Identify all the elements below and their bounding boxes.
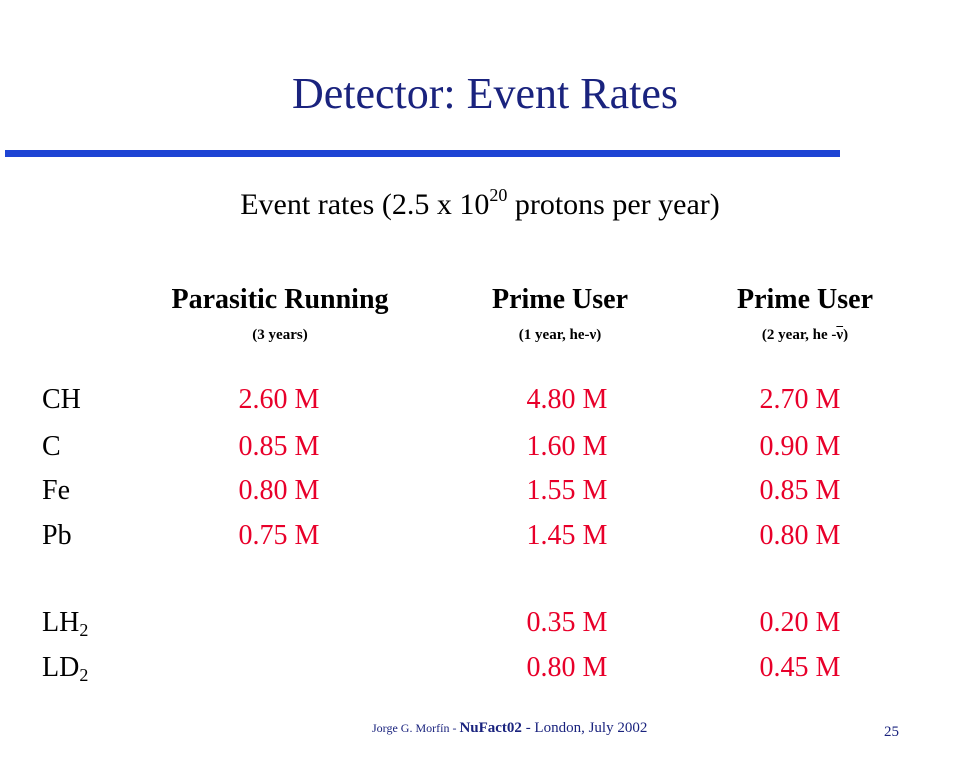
value-parasitic-pb: 0.75 M	[238, 520, 320, 551]
column-header-sub-text: (2 year, he -	[761, 327, 837, 343]
column-header-sub-text: (1 year, he-	[518, 327, 590, 343]
row-label-subscript: 2	[79, 665, 89, 685]
column-header-prime-user-2: Prime User (2 year, he -ν)	[655, 286, 955, 343]
value-parasitic-ch: 2.60 M	[238, 384, 320, 415]
value-prime2-c: 0.90 M	[759, 431, 841, 462]
value-prime2-ch: 2.70 M	[759, 384, 841, 415]
row-label-subscript: 2	[79, 620, 89, 640]
value-parasitic-c: 0.85 M	[238, 431, 320, 462]
column-header-name: Parasitic Running	[171, 284, 389, 315]
value-prime1-lh2: 0.35 M	[526, 607, 608, 638]
column-header-prime-user-1: Prime User (1 year, he-ν)	[410, 286, 710, 343]
row-label-pb: Pb	[42, 520, 72, 551]
subtitle-text-before: Event rates (2.5 x 10	[240, 188, 490, 221]
slide-title: Detector: Event Rates	[291, 69, 679, 118]
footer-author: Jorge G. Morfín -	[372, 721, 460, 735]
value-prime2-lh2: 0.20 M	[759, 607, 841, 638]
subtitle-text-after: protons per year)	[507, 188, 720, 221]
footer: Jorge G. Morfín - NuFact02 - London, Jul…	[372, 720, 647, 737]
value-prime2-ld2: 0.45 M	[759, 652, 841, 683]
value-prime1-pb: 1.45 M	[526, 520, 608, 551]
value-parasitic-fe: 0.80 M	[238, 475, 320, 506]
subtitle-exponent: 20	[489, 185, 508, 205]
value-prime1-fe: 1.55 M	[526, 475, 608, 506]
value-prime1-c: 1.60 M	[526, 431, 608, 462]
title-underline	[5, 150, 840, 157]
value-prime2-fe: 0.85 M	[759, 475, 841, 506]
row-label-text: LH	[42, 607, 80, 638]
row-label-c: C	[42, 431, 61, 462]
row-label-ch: CH	[42, 384, 81, 415]
footer-place: - London, July 2002	[521, 720, 648, 736]
column-header-sub: (2 year, he -ν)	[655, 328, 955, 343]
column-header-parasitic: Parasitic Running (3 years)	[130, 286, 430, 343]
row-label-text: LD	[42, 652, 80, 683]
column-header-name: Prime User	[736, 284, 874, 315]
column-header-sub: (3 years)	[252, 327, 308, 343]
footer-conference: NuFact02	[459, 720, 522, 736]
value-prime1-ld2: 0.80 M	[526, 652, 608, 683]
page-number: 25	[884, 724, 899, 740]
column-header-name: Prime User	[491, 284, 629, 315]
nu-symbol: ν	[589, 327, 597, 343]
row-label-lh2: LH2	[42, 607, 89, 640]
column-header-sub: (1 year, he-ν)	[410, 328, 710, 343]
row-label-fe: Fe	[42, 475, 70, 506]
row-label-ld2: LD2	[42, 652, 89, 685]
column-header-sub-close: )	[843, 327, 849, 343]
value-prime1-ch: 4.80 M	[526, 384, 608, 415]
nu-bar-symbol: ν	[836, 327, 844, 343]
value-prime2-pb: 0.80 M	[759, 520, 841, 551]
subtitle: Event rates (2.5 x 1020 protons per year…	[0, 186, 960, 221]
column-header-sub-close: )	[596, 327, 602, 343]
